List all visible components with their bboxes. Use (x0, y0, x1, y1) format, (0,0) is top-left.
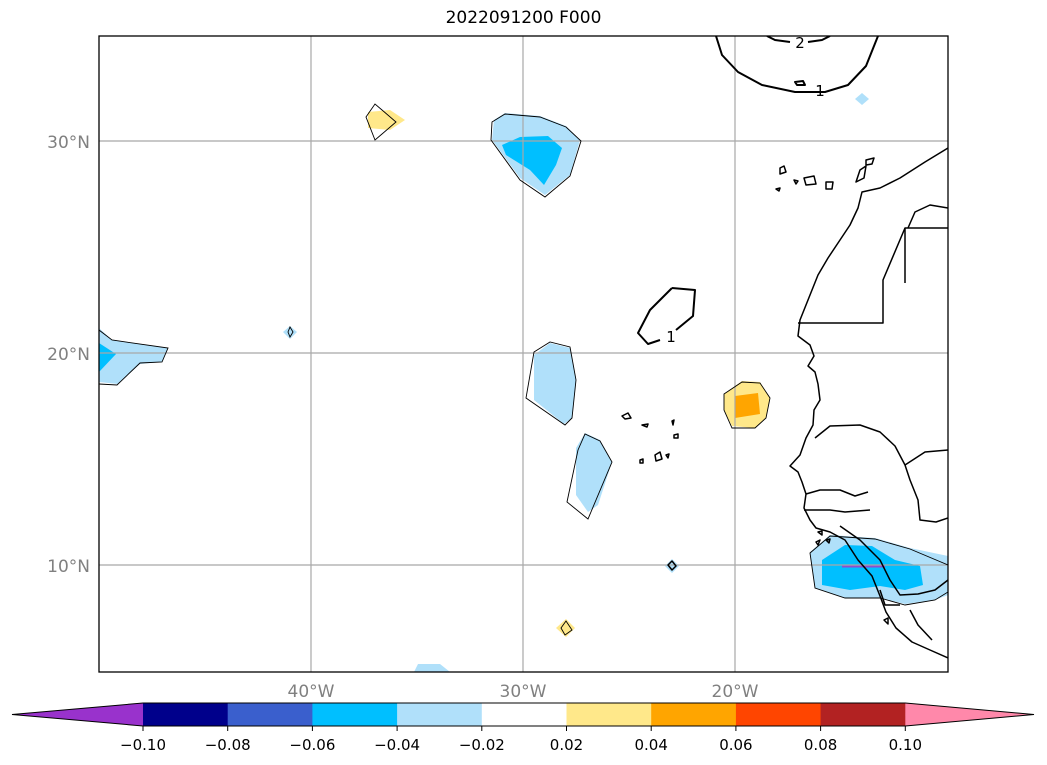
colorbar-segment (481, 703, 567, 726)
lat-label: 10°N (47, 557, 90, 577)
field-outlines (99, 103, 948, 636)
field-yellow (368, 110, 405, 130)
map-title: 2022091200 F000 (445, 8, 602, 28)
colorbar-over-extension (905, 703, 1034, 726)
field-sky-blue (99, 343, 116, 372)
colorbar-tick-label: −0.04 (374, 736, 420, 754)
colorbar-tick-label: −0.06 (289, 736, 335, 754)
colorbar-segment (566, 703, 652, 726)
contour-label: 1 (666, 328, 676, 346)
field-light-blue (414, 664, 450, 672)
colorbar-tick-label: −0.08 (205, 736, 251, 754)
colorbar-segment (735, 703, 822, 726)
colorbar-segment (312, 703, 398, 726)
colorbar-tick-label: 0.04 (634, 736, 667, 754)
colorbar-segment (227, 703, 313, 726)
field-light-blue (283, 326, 297, 339)
field-light-blue (576, 433, 612, 512)
lon-label: 30°W (500, 682, 547, 702)
colorbar-tick-label: 0.08 (804, 736, 837, 754)
contour-label: 1 (815, 82, 825, 100)
field-orange (735, 393, 760, 418)
lat-label: 30°N (47, 133, 90, 153)
colorbar-tick-label: 0.10 (889, 736, 922, 754)
lat-label: 20°N (47, 345, 90, 365)
field-light-blue (99, 328, 168, 384)
labelled-contours (637, 36, 879, 345)
field-light-blue (665, 559, 679, 573)
gridlines (99, 36, 948, 672)
colorbar-segment (397, 703, 483, 726)
field-yellow (556, 619, 575, 637)
colorbar-tick-label: 0.02 (550, 736, 583, 754)
colorbar-segment (651, 703, 737, 726)
lon-label: 40°W (288, 682, 335, 702)
colorbar: −0.10 −0.08 −0.06 −0.04 −0.02 0.02 0.04 0.06 0.0… (11, 702, 1035, 754)
colorbar-under-extension (12, 703, 143, 726)
map-frame (98, 35, 949, 673)
field-sky-blue (502, 136, 562, 185)
field-light-blue (534, 343, 576, 424)
colorbar-segment (820, 703, 906, 726)
colorbar-tick-label: 0.06 (719, 736, 752, 754)
shaded-field (99, 93, 948, 672)
contour-label: 2 (795, 34, 805, 52)
colorbar-tick-label: −0.10 (120, 736, 166, 754)
colorbar-segment (143, 703, 229, 726)
colorbar-tick-label: −0.02 (459, 736, 505, 754)
lon-label: 20°W (712, 682, 759, 702)
field-light-blue (855, 93, 869, 105)
coastlines (621, 147, 948, 659)
